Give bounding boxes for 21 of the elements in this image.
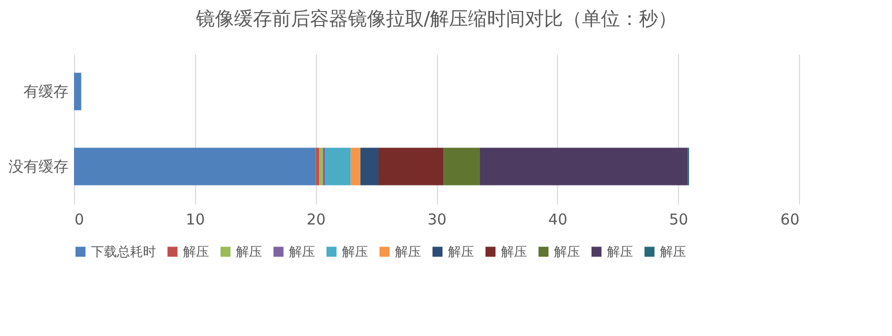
legend-label: 解压 [183,244,209,260]
y-tick-label: 有缓存 [24,82,68,100]
y-tick-label: 没有缓存 [8,158,68,176]
x-tick-label: 10 [186,210,205,228]
legend-label: 解压 [501,244,527,260]
legend-label: 解压 [660,244,686,260]
legend-label: 解压 [289,244,315,260]
chart-title: 镜像缓存前后容器镜像拉取/解压缩时间对比（单位：秒） [194,8,678,30]
x-tick-label: 50 [669,210,688,228]
x-tick-label: 60 [780,210,800,228]
x-tick-label: 20 [306,210,326,228]
legend-label: 解压 [236,244,262,260]
legend-label: 解压 [395,244,421,260]
legend-label: 解压 [448,244,474,260]
legend-label: 解压 [554,244,580,260]
legend-label: 下载总耗时 [91,244,156,260]
x-tick-label: 40 [548,210,568,228]
legend-label: 解压 [342,244,368,260]
x-tick-label: 30 [427,210,447,228]
legend-label: 解压 [607,244,633,260]
x-tick-label: 0 [74,210,84,228]
